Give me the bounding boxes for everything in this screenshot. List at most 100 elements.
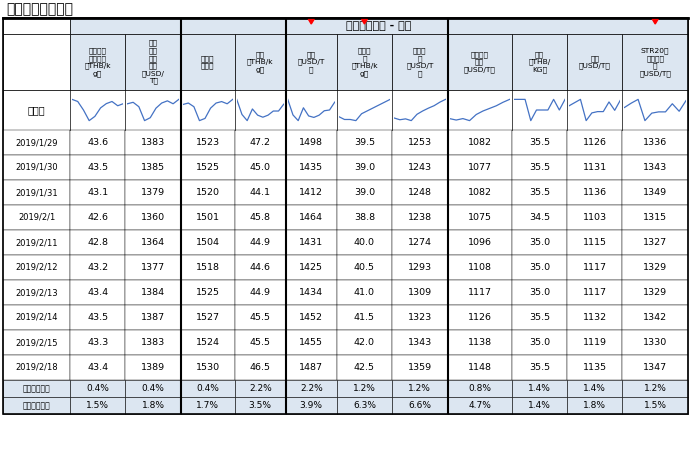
Bar	[567, 230, 623, 255]
Bar	[235, 355, 286, 380]
Text: 1315: 1315	[643, 213, 668, 222]
Text: 35.5: 35.5	[529, 163, 550, 172]
Bar	[181, 230, 235, 255]
Text: 1117: 1117	[583, 263, 607, 272]
Bar	[337, 205, 392, 230]
Text: 1329: 1329	[643, 288, 668, 297]
Text: 1520: 1520	[196, 188, 220, 197]
Text: 1.8%: 1.8%	[142, 401, 164, 410]
Bar	[70, 380, 126, 397]
Polygon shape	[652, 19, 659, 24]
Bar	[70, 180, 126, 205]
Bar	[567, 155, 623, 180]
Bar	[70, 34, 126, 90]
Text: 1364: 1364	[141, 238, 165, 247]
Bar	[337, 130, 392, 155]
Bar	[235, 330, 286, 355]
Bar	[126, 130, 181, 155]
Text: 3.9%: 3.9%	[300, 401, 323, 410]
Bar	[126, 330, 181, 355]
Text: 0.4%: 0.4%	[86, 384, 109, 393]
Bar	[623, 230, 688, 255]
Bar	[286, 355, 337, 380]
Bar	[3, 180, 70, 205]
Text: 1327: 1327	[643, 238, 668, 247]
Bar	[3, 397, 70, 414]
Bar	[3, 205, 70, 230]
Bar	[337, 230, 392, 255]
Bar	[448, 397, 511, 414]
Bar	[567, 205, 623, 230]
Text: 41.0: 41.0	[354, 288, 375, 297]
Text: 1293: 1293	[408, 263, 432, 272]
Bar	[448, 230, 511, 255]
Bar	[448, 330, 511, 355]
Text: 45.0: 45.0	[249, 163, 271, 172]
Text: 3.5%: 3.5%	[249, 401, 272, 410]
Bar	[3, 305, 70, 330]
Text: 1126: 1126	[583, 138, 607, 147]
Bar	[623, 34, 688, 90]
Bar	[567, 34, 623, 90]
Bar	[392, 155, 448, 180]
Text: 43.4: 43.4	[87, 288, 108, 297]
Bar	[181, 397, 235, 414]
Text: 未重
烟片
（白
片）
（USD/
T）: 未重 烟片 （白 片） （USD/ T）	[142, 40, 164, 84]
Bar	[448, 280, 511, 305]
Bar	[392, 230, 448, 255]
Bar	[511, 355, 567, 380]
Text: 1384: 1384	[141, 288, 165, 297]
Bar	[511, 305, 567, 330]
Text: 34.5: 34.5	[529, 213, 550, 222]
Text: 1525: 1525	[196, 288, 220, 297]
Bar	[3, 0, 688, 18]
Bar	[126, 34, 181, 90]
Text: 杯胶
（THB/
KG）: 杯胶 （THB/ KG）	[528, 51, 551, 73]
Text: 1119: 1119	[583, 338, 607, 347]
Bar	[181, 330, 235, 355]
Text: 乳胶胶
水
（USD/T
）: 乳胶胶 水 （USD/T ）	[406, 47, 433, 77]
Bar	[337, 34, 392, 90]
Text: 1434: 1434	[299, 288, 323, 297]
Text: 乳胶胶
水
（THB/k
g）: 乳胶胶 水 （THB/k g）	[351, 47, 378, 77]
Bar	[70, 305, 126, 330]
Bar	[392, 34, 448, 90]
Bar	[567, 280, 623, 305]
Text: 2019/2/11: 2019/2/11	[15, 238, 58, 247]
Text: 1115: 1115	[583, 238, 607, 247]
Text: 40.5: 40.5	[354, 263, 375, 272]
Text: 1077: 1077	[468, 163, 491, 172]
Bar	[511, 255, 567, 280]
Text: 1117: 1117	[583, 288, 607, 297]
Bar	[567, 355, 623, 380]
Text: 4.7%: 4.7%	[468, 401, 491, 410]
Bar	[337, 380, 392, 397]
Bar	[3, 380, 70, 397]
Text: 45.8: 45.8	[249, 213, 271, 222]
Text: 1274: 1274	[408, 238, 432, 247]
Text: 1148: 1148	[468, 363, 491, 372]
Text: 35.5: 35.5	[529, 188, 550, 197]
Bar	[235, 34, 286, 90]
Bar	[448, 305, 511, 330]
Bar	[286, 280, 337, 305]
Bar	[448, 34, 511, 90]
Text: 41.5: 41.5	[354, 313, 375, 322]
Text: 1342: 1342	[643, 313, 668, 322]
Text: 1487: 1487	[299, 363, 323, 372]
Bar	[181, 155, 235, 180]
Text: 6.6%: 6.6%	[408, 401, 431, 410]
Text: 1498: 1498	[299, 138, 323, 147]
Bar	[235, 180, 286, 205]
Text: 43.4: 43.4	[87, 363, 108, 372]
Polygon shape	[308, 19, 314, 24]
Bar	[392, 380, 448, 397]
Bar	[623, 280, 688, 305]
Bar	[623, 380, 688, 397]
Bar	[337, 180, 392, 205]
Bar	[337, 355, 392, 380]
Bar	[286, 155, 337, 180]
Text: 2019/2/12: 2019/2/12	[15, 263, 58, 272]
Bar	[235, 380, 286, 397]
Bar	[3, 18, 70, 34]
